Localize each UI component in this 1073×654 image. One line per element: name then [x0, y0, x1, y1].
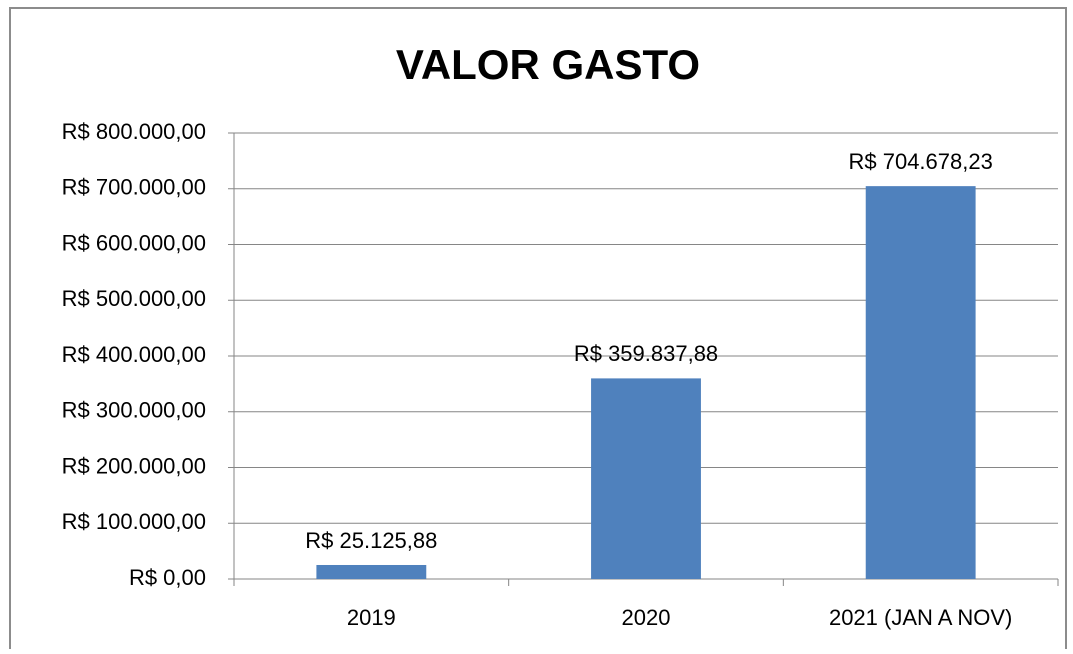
data-label: R$ 704.678,23: [848, 149, 992, 174]
y-tick-label: R$ 500.000,00: [62, 286, 206, 311]
data-label: R$ 359.837,88: [574, 341, 718, 366]
y-tick-label: R$ 800.000,00: [62, 119, 206, 144]
x-tick-label: 2021 (JAN A NOV): [829, 605, 1012, 630]
y-tick-label: R$ 200.000,00: [62, 453, 206, 478]
bar: [865, 186, 976, 579]
data-label: R$ 25.125,88: [305, 528, 437, 553]
y-tick-label: R$ 700.000,00: [62, 175, 206, 200]
chart-title: VALOR GASTO: [396, 41, 700, 88]
bar: [591, 378, 701, 579]
x-tick-label: 2020: [622, 605, 671, 630]
y-tick-label: R$ 300.000,00: [62, 398, 206, 423]
y-tick-label: R$ 100.000,00: [62, 509, 206, 534]
bar: [316, 564, 427, 579]
x-tick-label: 2019: [347, 605, 396, 630]
y-tick-label: R$ 600.000,00: [62, 230, 206, 255]
y-tick-label: R$ 400.000,00: [62, 342, 206, 367]
y-tick-label: R$ 0,00: [129, 565, 206, 590]
